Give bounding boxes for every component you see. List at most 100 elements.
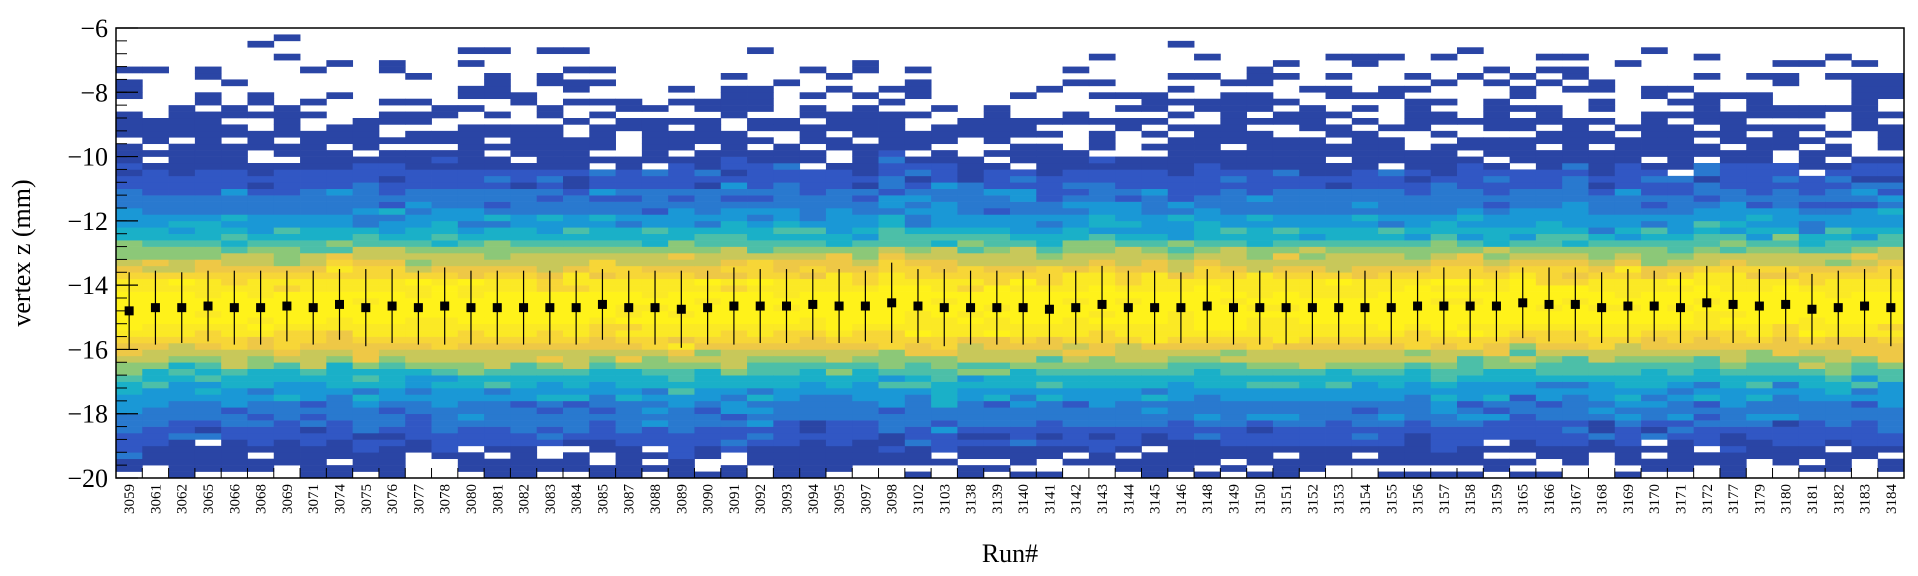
heatmap-cell [1299, 124, 1326, 132]
heatmap-cell [1641, 465, 1668, 472]
heatmap-cell [641, 349, 669, 357]
heatmap-cell [1220, 163, 1248, 170]
heatmap-cell [221, 265, 248, 273]
heatmap-cell [957, 259, 985, 267]
heatmap-cell [1746, 368, 1773, 376]
heatmap-cell [1141, 355, 1169, 363]
heatmap-cell [1430, 233, 1458, 241]
heatmap-cell [589, 130, 616, 138]
heatmap-cell [1746, 105, 1773, 112]
heatmap-cell [983, 195, 1011, 202]
heatmap-cell [457, 163, 485, 170]
mean-point [1202, 301, 1212, 311]
heatmap-cell [1272, 137, 1300, 145]
heatmap-cell [247, 163, 275, 170]
heatmap-cell [405, 163, 432, 170]
heatmap-cell [694, 150, 722, 157]
heatmap-cell [1404, 85, 1432, 93]
heatmap-cell [1088, 227, 1116, 235]
heatmap-cell [1825, 233, 1852, 241]
heatmap-cell [1167, 98, 1195, 106]
heatmap-cell [852, 175, 879, 183]
heatmap-cell [1641, 400, 1668, 408]
mean-point [203, 301, 213, 311]
heatmap-cell [747, 47, 774, 55]
heatmap-cell [1825, 253, 1852, 260]
x-tick-label: 3138 [964, 484, 980, 514]
heatmap-cell [825, 426, 853, 434]
heatmap-cell [720, 259, 748, 267]
heatmap-cell [720, 208, 748, 215]
heatmap-cell [1325, 362, 1353, 370]
heatmap-cell [878, 118, 906, 125]
heatmap-cell [1194, 413, 1221, 421]
heatmap-cell [615, 343, 643, 350]
heatmap-cell [1378, 388, 1405, 395]
heatmap-cell [1772, 413, 1800, 421]
heatmap-cell [1246, 355, 1274, 363]
heatmap-cell [1194, 439, 1221, 447]
heatmap-cell [1167, 394, 1195, 402]
heatmap-cell [615, 426, 643, 434]
heatmap-cell [1457, 368, 1484, 376]
heatmap-cell [1351, 246, 1379, 254]
mean-point [1860, 301, 1870, 311]
heatmap-cell [1299, 105, 1326, 112]
heatmap-cell [300, 452, 327, 460]
heatmap-cell [1746, 182, 1773, 190]
heatmap-cell [247, 458, 275, 466]
heatmap-cell [1509, 343, 1537, 350]
heatmap-cell [1562, 201, 1589, 209]
heatmap-cell [1246, 201, 1274, 209]
heatmap-cell [694, 214, 722, 222]
heatmap-cell [931, 381, 958, 389]
heatmap-cell [457, 433, 485, 440]
heatmap-cell [1299, 201, 1326, 209]
heatmap-cell [1272, 73, 1300, 80]
heatmap-cell [1877, 201, 1905, 209]
heatmap-cell [1010, 381, 1037, 389]
heatmap-cell [1509, 175, 1537, 183]
heatmap-cell [1614, 182, 1642, 190]
heatmap-cell [536, 105, 564, 112]
heatmap-cell [1535, 362, 1563, 370]
heatmap-cell [1062, 259, 1090, 267]
heatmap-cell [1220, 349, 1248, 357]
mean-point [1570, 299, 1580, 309]
heatmap-cell [1509, 253, 1537, 260]
heatmap-cell [168, 458, 196, 466]
heatmap-cell [326, 362, 354, 370]
heatmap-cell [221, 413, 248, 421]
heatmap-cell [510, 394, 538, 402]
heatmap-cell [931, 195, 958, 202]
heatmap-cell [1719, 156, 1747, 164]
heatmap-cell [957, 195, 985, 202]
heatmap-cell [194, 240, 222, 247]
heatmap-cell [1667, 246, 1695, 254]
heatmap-cell [1220, 426, 1248, 434]
heatmap-cell [1246, 105, 1274, 112]
heatmap-cell [1772, 214, 1800, 222]
heatmap-cell [1667, 201, 1695, 209]
heatmap-cell [378, 388, 406, 395]
heatmap-cell [1088, 375, 1116, 382]
heatmap-cell [1272, 98, 1300, 106]
heatmap-cell [563, 368, 590, 376]
heatmap-cell [1272, 156, 1300, 164]
heatmap-cell [273, 433, 301, 440]
heatmap-cell [221, 458, 248, 466]
heatmap-cell [1535, 130, 1563, 138]
heatmap-cell [457, 465, 485, 472]
heatmap-cell [194, 355, 222, 363]
heatmap-cell [1299, 175, 1326, 183]
heatmap-cell [668, 388, 695, 395]
heatmap-cell [589, 188, 616, 196]
heatmap-cell [904, 246, 932, 254]
heatmap-cell [878, 169, 906, 177]
heatmap-cell [878, 362, 906, 370]
heatmap-cell [1641, 426, 1668, 434]
heatmap-cell [1798, 439, 1826, 447]
heatmap-cell [1036, 355, 1063, 363]
heatmap-cell [142, 420, 169, 427]
heatmap-cell [536, 227, 564, 235]
